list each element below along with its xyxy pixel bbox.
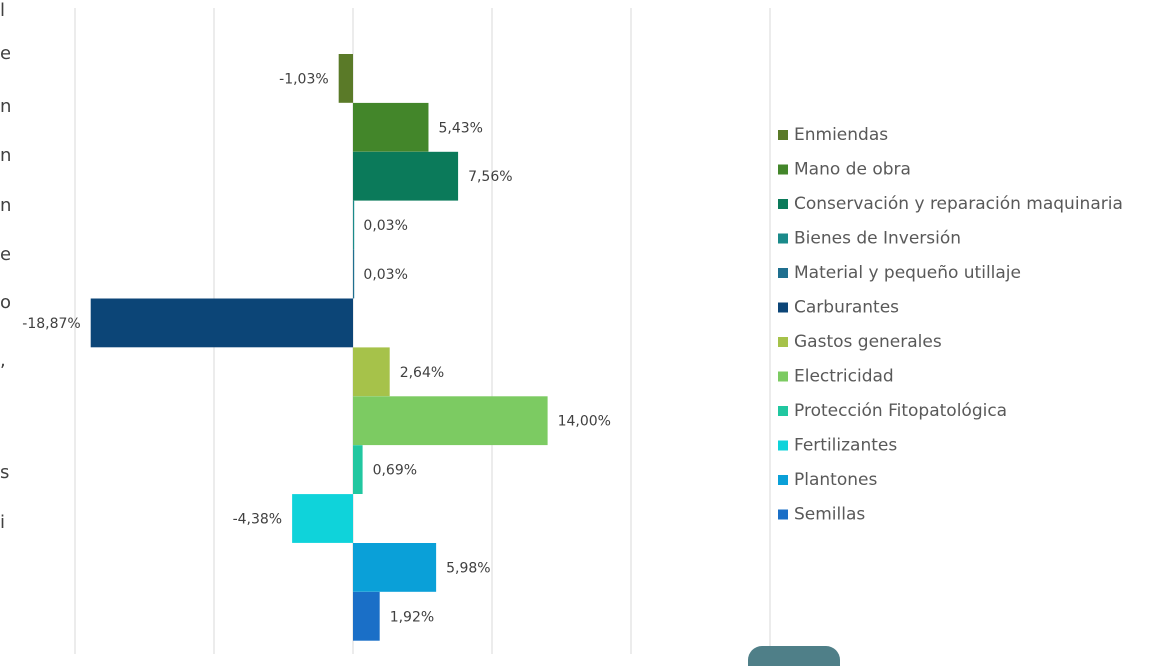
legend-swatch <box>778 268 788 278</box>
legend-swatch <box>778 302 788 313</box>
edge-fragment: s <box>0 462 10 483</box>
legend-label: Bienes de Inversión <box>794 229 961 249</box>
data-label: -4,38% <box>233 512 283 528</box>
bar <box>353 347 390 397</box>
data-label: 5,98% <box>446 560 490 576</box>
legend-swatch <box>778 337 788 347</box>
bar <box>353 445 363 494</box>
bar <box>353 543 437 592</box>
data-label: 0,03% <box>363 218 407 234</box>
bar <box>353 151 459 201</box>
legend-swatch <box>778 509 788 520</box>
bar <box>353 102 429 152</box>
legend-label: Enmiendas <box>794 125 888 145</box>
edge-fragment: i <box>0 512 6 533</box>
legend-swatch <box>778 440 788 451</box>
legend: Enmiendas Mano de obra Conservación y repa… <box>778 125 1123 525</box>
data-label: 5,43% <box>438 120 482 136</box>
data-label: 0,03% <box>363 267 407 283</box>
bar <box>338 54 353 103</box>
data-label: 7,56% <box>468 169 512 185</box>
legend-label: Carburantes <box>794 298 899 318</box>
edge-fragment: e <box>0 43 10 64</box>
legend-label: Material y pequeño utillaje <box>794 263 1021 283</box>
legend-swatch <box>778 130 788 140</box>
bar <box>353 396 548 446</box>
data-label: 2,64% <box>400 365 444 381</box>
data-label: 1,92% <box>390 609 434 625</box>
legend-swatch <box>778 406 788 416</box>
edge-fragment: n <box>0 145 10 166</box>
edge-fragment: , <box>0 350 6 371</box>
bar <box>353 249 355 299</box>
data-label: 0,69% <box>373 463 417 479</box>
legend-label: Semillas <box>794 505 865 525</box>
legend-label: Conservación y reparación maquinaria <box>794 194 1123 214</box>
bottom-tab <box>748 646 840 666</box>
data-label: -1,03% <box>279 71 329 87</box>
legend-label: Gastos generales <box>794 332 942 352</box>
legend-swatch <box>778 164 788 175</box>
bar <box>353 591 380 641</box>
legend-swatch <box>778 233 788 244</box>
bar <box>90 298 353 348</box>
bar <box>353 200 355 250</box>
legend-label: Fertilizantes <box>794 436 897 456</box>
edge-fragment: o <box>0 292 10 313</box>
bars <box>90 54 548 641</box>
edge-fragment: n <box>0 96 10 117</box>
data-labels: -1,03% 5,43% 7,56% 0,03% 0,03% -18,87% 2,64% 14… <box>22 71 611 625</box>
legend-label: Protección Fitopatológica <box>794 401 1007 421</box>
edge-fragment: n <box>0 195 10 216</box>
legend-swatch <box>778 371 788 382</box>
legend-label: Plantones <box>794 470 877 490</box>
legend-label: Electricidad <box>794 367 894 387</box>
edge-fragment: l <box>0 0 6 21</box>
legend-swatch <box>778 475 788 485</box>
edge-fragment: e <box>0 244 10 265</box>
legend-label: Mano de obra <box>794 160 911 180</box>
legend-swatch <box>778 199 788 209</box>
data-label: -18,87% <box>22 316 80 332</box>
data-label: 14,00% <box>558 414 611 430</box>
bar <box>292 494 353 543</box>
